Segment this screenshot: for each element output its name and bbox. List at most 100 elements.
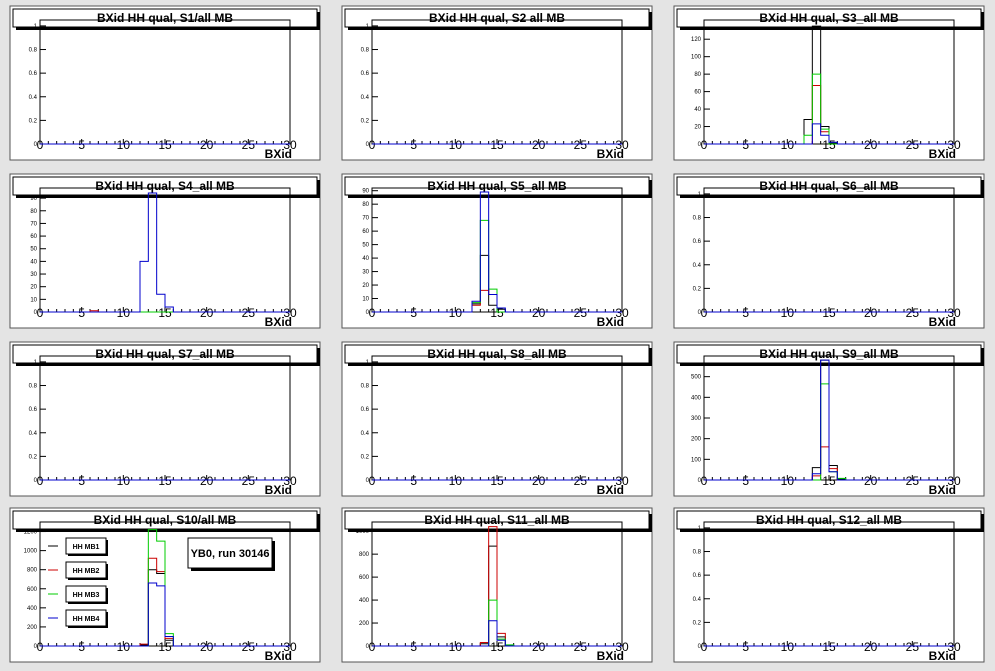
chart-title: BXid HH qual, S8_all MB xyxy=(427,347,567,361)
y-tick-label: 10 xyxy=(362,297,369,303)
x-tick-label: 25 xyxy=(574,306,588,320)
x-tick-label: 25 xyxy=(574,138,588,152)
title-box-shadow xyxy=(981,348,984,364)
histogram-pad-2: BXid HH qual, S2 all MB0 5 10 15 20 25 3000.20… xyxy=(341,5,653,161)
x-tick-label: 20 xyxy=(200,474,214,488)
x-tick-label: 10 xyxy=(781,138,795,152)
y-tick-label: 90 xyxy=(30,196,37,202)
x-axis-label: BXid xyxy=(265,649,292,663)
y-tick-label: 0.4 xyxy=(361,95,370,101)
y-tick-label: 60 xyxy=(30,234,37,240)
x-tick-label: 15 xyxy=(490,474,504,488)
x-tick-label: 25 xyxy=(242,138,256,152)
x-tick-label: 0 xyxy=(369,640,376,654)
x-tick-label: 20 xyxy=(532,306,546,320)
title-box-shadow xyxy=(649,348,652,364)
x-tick-label: 30 xyxy=(615,474,629,488)
series-mb4-histogram xyxy=(40,582,290,647)
y-tick-label: 1 xyxy=(34,360,38,366)
y-tick-label: 0 xyxy=(698,142,702,148)
x-tick-label: 10 xyxy=(449,306,463,320)
y-tick-label: 1 xyxy=(34,24,38,30)
x-tick-label: 10 xyxy=(449,474,463,488)
x-axis-label: BXid xyxy=(265,483,292,497)
chart-title: BXid HH qual, S10/all MB xyxy=(94,513,237,527)
x-tick-label: 15 xyxy=(158,474,172,488)
x-axis-label: BXid xyxy=(265,315,292,329)
y-tick-label: 0 xyxy=(698,644,702,650)
x-tick-label: 5 xyxy=(78,306,85,320)
x-tick-label: 5 xyxy=(742,640,749,654)
title-box-shadow xyxy=(317,12,320,28)
y-tick-label: 0.8 xyxy=(693,216,702,222)
title-box-shadow xyxy=(348,27,652,30)
x-tick-label: 0 xyxy=(701,474,708,488)
y-tick-label: 0 xyxy=(366,310,370,316)
y-tick-label: 70 xyxy=(362,216,369,222)
y-tick-label: 80 xyxy=(694,72,701,78)
title-box-shadow xyxy=(16,529,320,532)
y-tick-label: 0.2 xyxy=(361,118,370,124)
y-tick-label: 0.6 xyxy=(693,239,702,245)
x-tick-label: 15 xyxy=(158,138,172,152)
y-tick-label: 0 xyxy=(366,142,370,148)
x-tick-label: 15 xyxy=(158,640,172,654)
title-box-shadow xyxy=(649,514,652,530)
chart-title: BXid HH qual, S7_all MB xyxy=(95,347,235,361)
x-tick-label: 25 xyxy=(906,640,920,654)
title-box-shadow xyxy=(649,12,652,28)
x-tick-label: 20 xyxy=(532,138,546,152)
y-tick-label: 0.8 xyxy=(29,384,38,390)
x-tick-label: 5 xyxy=(78,640,85,654)
y-tick-label: 500 xyxy=(691,375,702,381)
series-mb4-histogram xyxy=(704,123,954,145)
series-mb4-histogram xyxy=(372,191,622,313)
x-tick-label: 15 xyxy=(158,306,172,320)
x-tick-label: 5 xyxy=(742,306,749,320)
x-tick-label: 20 xyxy=(864,138,878,152)
y-tick-label: 60 xyxy=(694,90,701,96)
y-tick-label: 0.4 xyxy=(693,597,702,603)
y-tick-label: 0 xyxy=(698,478,702,484)
y-tick-label: 60 xyxy=(362,229,369,235)
y-tick-label: 20 xyxy=(694,125,701,131)
title-box-shadow xyxy=(317,514,320,530)
x-tick-label: 5 xyxy=(410,474,417,488)
y-tick-label: 1200 xyxy=(24,530,38,536)
title-box-shadow xyxy=(981,514,984,530)
x-axis-label: BXid xyxy=(597,649,624,663)
y-tick-label: 100 xyxy=(691,55,702,61)
x-tick-label: 10 xyxy=(781,640,795,654)
title-box-shadow xyxy=(348,363,652,366)
title-box-shadow xyxy=(317,348,320,364)
histogram-pad-10: BXid HH qual, S10/all MB0 5 10 15 20 25 300200… xyxy=(9,507,321,663)
chart-title: BXid HH qual, S1/all MB xyxy=(97,11,233,25)
x-tick-label: 10 xyxy=(117,306,131,320)
x-tick-label: 20 xyxy=(864,640,878,654)
y-tick-label: 80 xyxy=(362,202,369,208)
y-tick-label: 0.6 xyxy=(693,573,702,579)
legend-entry-label: HH MB2 xyxy=(73,568,100,575)
y-tick-label: 0.2 xyxy=(29,454,38,460)
y-tick-label: 1 xyxy=(698,192,702,198)
y-tick-label: 0 xyxy=(34,142,38,148)
y-tick-label: 1000 xyxy=(24,549,38,555)
chart-title: BXid HH qual, S3_all MB xyxy=(759,11,899,25)
y-tick-label: 0.6 xyxy=(361,71,370,77)
y-tick-label: 0.8 xyxy=(361,384,370,390)
y-tick-label: 0 xyxy=(34,310,38,316)
legend-box-shadow xyxy=(68,578,108,580)
y-tick-label: 30 xyxy=(30,272,37,278)
y-tick-label: 600 xyxy=(27,587,38,593)
y-tick-label: 80 xyxy=(30,209,37,215)
chart-title: BXid HH qual, S6_all MB xyxy=(759,179,899,193)
x-axis-label: BXid xyxy=(929,649,956,663)
x-tick-label: 10 xyxy=(781,306,795,320)
x-tick-label: 0 xyxy=(701,306,708,320)
y-tick-label: 0 xyxy=(366,644,370,650)
histogram-pad-3: BXid HH qual, S3_all MB0 5 10 15 20 25 3002040… xyxy=(673,5,985,161)
x-tick-label: 30 xyxy=(947,640,961,654)
x-tick-label: 30 xyxy=(283,138,297,152)
x-tick-label: 30 xyxy=(615,640,629,654)
